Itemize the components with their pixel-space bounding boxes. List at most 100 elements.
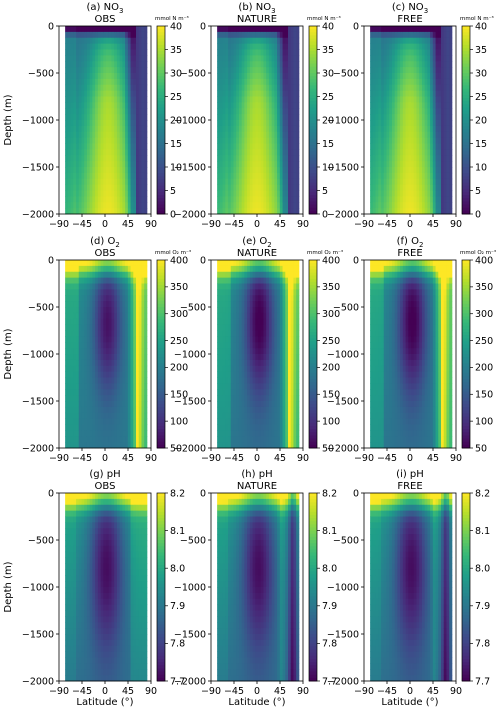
- heatmap-cell: [391, 184, 396, 191]
- heatmap-cell: [372, 84, 376, 92]
- heatmap-cell: [258, 295, 262, 302]
- heatmap-cell: [397, 90, 401, 97]
- heatmap-cell: [252, 155, 256, 162]
- heatmap-cell: [138, 342, 142, 349]
- heatmap-cell: [67, 143, 71, 150]
- heatmap-cell: [144, 430, 148, 437]
- heatmap-cell: [268, 202, 273, 209]
- heatmap-cell: [271, 395, 275, 402]
- heatmap-cell: [258, 120, 262, 127]
- heatmap-cell: [233, 190, 237, 197]
- heatmap-cell: [421, 78, 426, 86]
- heatmap-cell: [421, 37, 426, 45]
- heatmap-cell: [78, 208, 82, 215]
- heatmap-cell: [130, 442, 134, 449]
- heatmap-cell: [236, 184, 240, 191]
- heatmap-cell: [266, 178, 270, 186]
- heatmap-cell: [238, 365, 243, 373]
- heatmap-cell: [288, 73, 292, 80]
- heatmap-cell: [138, 49, 142, 56]
- heatmap-cell: [84, 430, 88, 437]
- heatmap-cell: [119, 149, 123, 156]
- heatmap-cell: [100, 190, 104, 197]
- heatmap-cell: [133, 418, 137, 425]
- heatmap-cell: [446, 49, 450, 56]
- panel-e: −90 −45 0 45 900−500−1000−1500−2000(e) O2NAT…: [174, 236, 343, 464]
- heatmap-cell: [290, 137, 294, 144]
- heatmap-cell: [397, 161, 401, 168]
- heatmap-cell: [86, 324, 91, 331]
- heatmap-cell: [266, 31, 270, 39]
- heatmap-cell: [122, 67, 126, 74]
- heatmap-cell: [133, 271, 137, 279]
- heatmap-cell: [427, 149, 431, 156]
- heatmap-cell: [78, 436, 82, 443]
- heatmap-cell: [274, 190, 278, 197]
- heatmap-cell: [421, 172, 426, 180]
- heatmap-cell: [92, 73, 96, 80]
- heatmap-cell: [247, 125, 251, 133]
- heatmap-cell: [81, 114, 85, 121]
- heatmap-cell: [130, 102, 134, 109]
- heatmap-cell: [296, 202, 300, 209]
- heatmap-cell: [114, 137, 118, 144]
- heatmap-cell: [76, 90, 80, 97]
- heatmap-cell: [76, 149, 80, 156]
- heatmap-cell: [230, 26, 234, 33]
- heatmap-cell: [260, 61, 264, 68]
- heatmap-cell: [293, 190, 297, 197]
- heatmap-cell: [222, 137, 226, 144]
- heatmap-cell: [370, 172, 374, 180]
- heatmap-cell: [65, 208, 69, 215]
- heatmap-cell: [130, 406, 134, 414]
- heatmap-cell: [233, 301, 237, 308]
- heatmap-cell: [73, 418, 77, 425]
- heatmap-cell: [114, 371, 118, 378]
- heatmap-cell: [133, 131, 137, 139]
- heatmap-cell: [296, 78, 300, 86]
- heatmap-cell: [378, 161, 382, 168]
- heatmap-cell: [386, 55, 390, 62]
- heatmap-cell: [258, 114, 262, 121]
- heatmap-cell: [141, 277, 145, 284]
- heatmap-cell: [435, 143, 439, 150]
- heatmap-cell: [228, 137, 232, 144]
- heatmap-cell: [378, 184, 382, 191]
- heatmap-cell: [92, 260, 96, 267]
- heatmap-cell: [219, 131, 223, 139]
- heatmap-cell: [106, 172, 110, 180]
- heatmap-cell: [266, 55, 270, 62]
- heatmap-cell: [81, 354, 85, 361]
- heatmap-cell: [263, 190, 267, 197]
- heatmap-cell: [413, 61, 417, 68]
- heatmap-cell: [76, 406, 80, 414]
- heatmap-cell: [268, 295, 273, 302]
- colorbar-segment: [309, 116, 317, 121]
- heatmap-cell: [383, 190, 387, 197]
- heatmap-cell: [122, 389, 126, 396]
- heatmap-cell: [111, 406, 115, 414]
- heatmap-cell: [136, 348, 140, 355]
- heatmap-cell: [438, 43, 442, 50]
- heatmap-cell: [100, 125, 104, 133]
- heatmap-cell: [92, 202, 96, 209]
- heatmap-cell: [419, 55, 423, 62]
- heatmap-cell: [100, 96, 104, 103]
- heatmap-cell: [86, 96, 91, 103]
- heatmap-cell: [217, 418, 221, 425]
- heatmap-cell: [268, 55, 273, 62]
- heatmap-cell: [144, 371, 148, 378]
- heatmap-cell: [274, 49, 278, 56]
- heatmap-cell: [133, 49, 137, 56]
- heatmap-cell: [84, 295, 88, 302]
- heatmap-cell: [116, 125, 121, 133]
- heatmap-cell: [65, 289, 69, 296]
- heatmap-cell: [252, 184, 256, 191]
- heatmap-cell: [86, 37, 91, 45]
- heatmap-cell: [81, 436, 85, 443]
- heatmap-cell: [76, 371, 80, 378]
- heatmap-cell: [258, 73, 262, 80]
- heatmap-cell: [247, 395, 251, 402]
- heatmap-cell: [391, 131, 396, 139]
